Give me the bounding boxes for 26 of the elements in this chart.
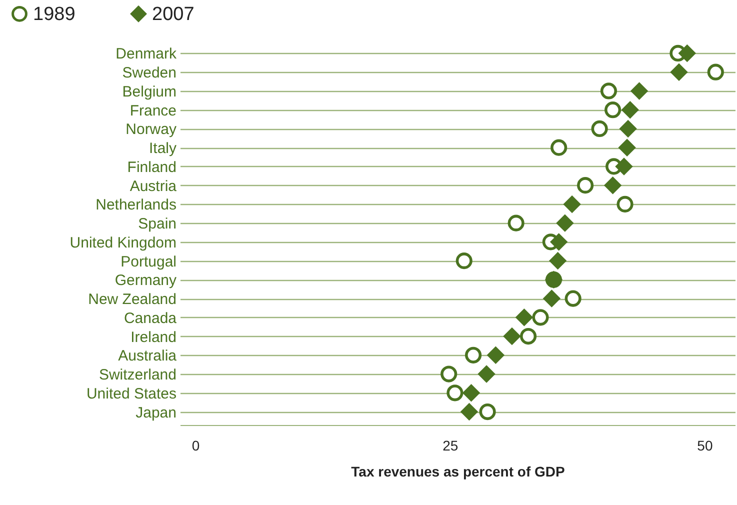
- y-tick-label: Portugal: [120, 253, 176, 270]
- y-tick-label: France: [130, 102, 176, 120]
- x-tick-label: 25: [442, 438, 458, 454]
- y-tick-label: Norway: [126, 121, 177, 138]
- y-tick-label: Switzerland: [98, 366, 176, 384]
- y-tick-label: Ireland: [130, 328, 176, 346]
- y-tick-label: New Zealand: [88, 291, 176, 308]
- legend-label: 2007: [152, 4, 194, 25]
- y-tick-label: United Kingdom: [70, 234, 176, 252]
- y-tick-label: Netherlands: [96, 196, 176, 214]
- x-axis-title: Tax revenues as percent of GDP: [351, 464, 565, 480]
- x-tick-label: 50: [697, 438, 713, 454]
- y-tick-label: Germany: [114, 272, 177, 290]
- y-tick-label: Austria: [130, 178, 178, 195]
- x-tick-label: 0: [192, 438, 200, 454]
- y-tick-label: Japan: [136, 404, 176, 422]
- y-tick-label: Spain: [138, 216, 176, 233]
- y-tick-label: Denmark: [116, 46, 177, 63]
- y-tick-label: Belgium: [122, 83, 176, 100]
- y-tick-label: Italy: [148, 140, 177, 158]
- y-tick-label: Sweden: [122, 64, 176, 82]
- legend-label: 1989: [33, 4, 76, 25]
- y-tick-label: Canada: [124, 310, 178, 327]
- y-tick-label: United States: [86, 385, 176, 402]
- y-tick-label: Finland: [127, 158, 176, 176]
- y-tick-label: Australia: [118, 348, 178, 365]
